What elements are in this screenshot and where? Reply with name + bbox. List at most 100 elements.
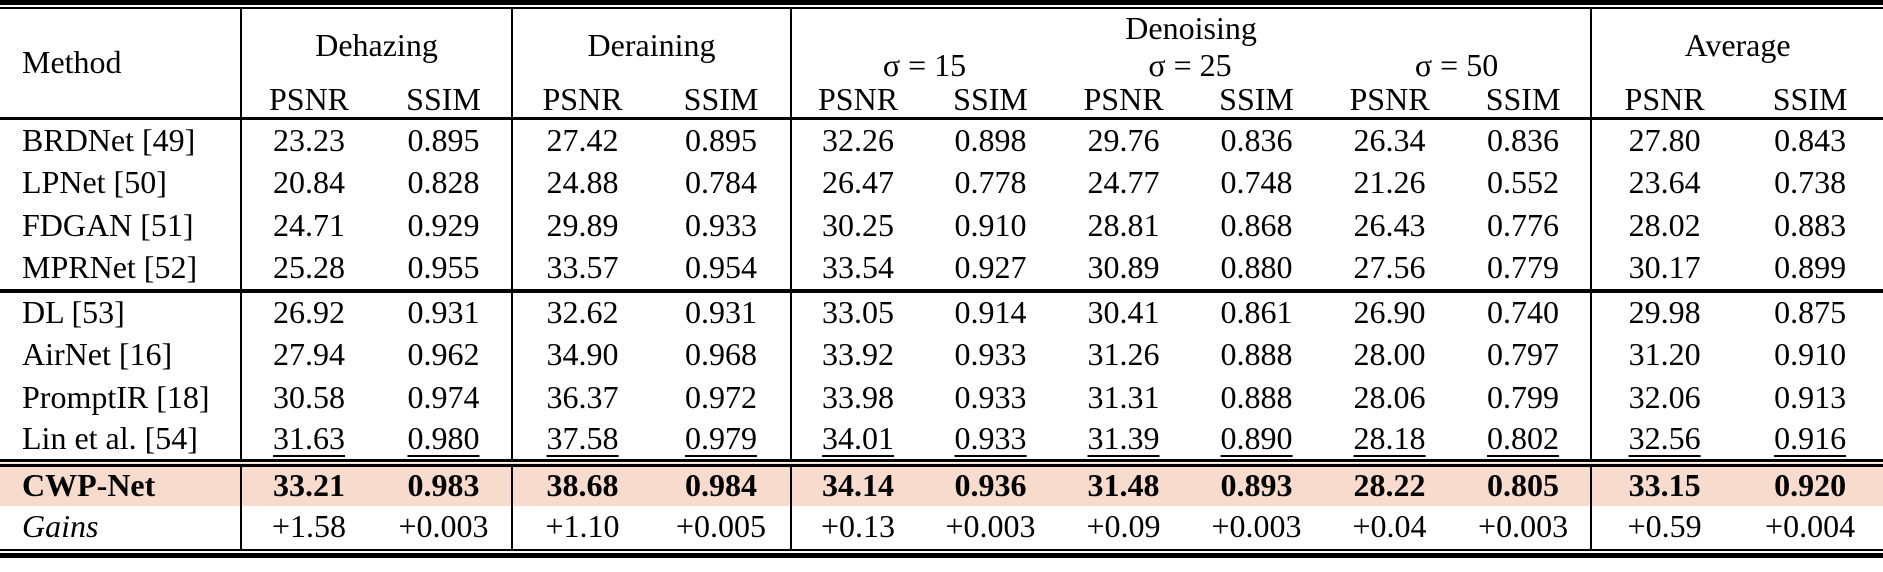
bottom-rule-thin xyxy=(0,548,1883,551)
value-cell: 28.02 xyxy=(1590,204,1738,248)
value-cell: 24.71 xyxy=(240,204,376,248)
header-row-groups: Method Dehazing Deraining Denoising Aver… xyxy=(0,9,1883,121)
value-cell: 34.01 xyxy=(790,419,925,463)
value-cell: +0.13 xyxy=(790,505,925,549)
col-header-method: Method xyxy=(0,9,241,121)
value-cell: +0.004 xyxy=(1765,508,1856,545)
metric-header: SSIM xyxy=(376,82,513,121)
value-cell: 31.63 xyxy=(240,419,376,463)
table-row: LPNet [50] 20.84 0.828 24.88 0.784 26.47 0.778… xyxy=(0,161,1883,205)
value-cell: 31.39 xyxy=(1087,420,1160,457)
value-cell: 0.776 xyxy=(1487,207,1560,244)
value-cell: 23.64 xyxy=(1590,161,1738,205)
value-cell: 32.26 xyxy=(790,118,925,162)
value-cell: 25.28 xyxy=(240,247,376,291)
value-cell: 0.954 xyxy=(685,249,758,286)
value-cell: 0.784 xyxy=(685,164,758,201)
value-cell: 0.933 xyxy=(954,336,1027,373)
value-cell: 28.18 xyxy=(1353,420,1426,457)
value-cell: 23.23 xyxy=(240,118,376,162)
table-row: PromptIR [18] 30.58 0.974 36.37 0.972 33.98 0.… xyxy=(0,376,1883,420)
value-cell: 24.88 xyxy=(511,161,653,205)
method-cell: MPRNet [52] xyxy=(22,249,198,286)
value-cell: 0.883 xyxy=(1774,207,1847,244)
value-cell: 0.972 xyxy=(685,379,758,416)
value-cell: 27.94 xyxy=(240,333,376,377)
table-row: DL [53] 26.92 0.931 32.62 0.931 33.05 0.914 30.… xyxy=(0,288,1883,334)
value-cell: 0.738 xyxy=(1774,164,1847,201)
value-cell: 0.828 xyxy=(407,164,480,201)
value-cell: 29.89 xyxy=(511,204,653,248)
value-cell: 30.58 xyxy=(240,376,376,420)
value-cell: 27.42 xyxy=(511,118,653,162)
value-cell: 0.797 xyxy=(1487,336,1560,373)
value-cell: 33.05 xyxy=(790,288,925,334)
value-cell: 0.916 xyxy=(1774,420,1847,457)
value-cell: 0.931 xyxy=(652,288,792,334)
top-rule-thick xyxy=(0,0,1883,5)
value-cell: 30.25 xyxy=(790,204,925,248)
value-cell: 0.740 xyxy=(1456,288,1592,334)
value-cell: 33.92 xyxy=(790,333,925,377)
metric-header: SSIM xyxy=(652,82,792,121)
bottom-rule-thick xyxy=(0,552,1883,558)
value-cell: 21.26 xyxy=(1353,164,1426,201)
value-cell: 0.836 xyxy=(1487,122,1560,159)
value-cell: 0.880 xyxy=(1220,249,1293,286)
metric-header: PSNR xyxy=(511,82,653,121)
value-cell: 26.47 xyxy=(790,161,925,205)
method-cell: CWP-Net xyxy=(0,458,241,506)
method-cell: FDGAN [51] xyxy=(22,207,194,244)
value-cell: 0.875 xyxy=(1737,288,1883,334)
value-cell: 0.802 xyxy=(1487,420,1560,457)
metric-header: PSNR xyxy=(1057,82,1191,121)
value-cell: 30.41 xyxy=(1057,288,1191,334)
table-row: BRDNet [49] 23.23 0.895 27.42 0.895 32.26 0.89… xyxy=(0,118,1883,162)
table-row: Gains +1.58 +0.003 +1.10 +0.005 +0.13 +0.003 +0… xyxy=(0,505,1883,549)
value-cell: 26.34 xyxy=(1353,122,1426,159)
table-row: AirNet [16] 27.94 0.962 34.90 0.968 33.92 0.93… xyxy=(0,333,1883,377)
value-cell: 33.54 xyxy=(790,247,925,291)
value-cell: 0.968 xyxy=(685,336,758,373)
value-cell: 34.90 xyxy=(511,333,653,377)
table-row: CWP-Net 33.21 0.983 38.68 0.984 34.14 0.936 31.… xyxy=(0,458,1883,506)
value-cell: 28.00 xyxy=(1353,336,1426,373)
method-cell: BRDNet [49] xyxy=(22,122,196,159)
value-cell: 0.898 xyxy=(954,122,1027,159)
value-cell: 0.893 xyxy=(1190,458,1324,506)
value-cell: 29.76 xyxy=(1087,122,1160,159)
value-cell: +0.003 xyxy=(398,508,489,545)
value-cell: 0.748 xyxy=(1220,164,1293,201)
metric-header: SSIM xyxy=(1190,82,1324,121)
value-cell: 0.836 xyxy=(1220,122,1293,159)
value-cell: 33.21 xyxy=(240,458,376,506)
method-cell: Gains xyxy=(22,508,99,545)
value-cell: +0.005 xyxy=(676,508,767,545)
value-cell: 26.43 xyxy=(1353,207,1426,244)
value-cell: 30.17 xyxy=(1590,247,1738,291)
value-cell: 32.56 xyxy=(1590,419,1738,463)
value-cell: 26.92 xyxy=(240,288,376,334)
value-cell: 28.06 xyxy=(1353,379,1426,416)
method-cell: DL [53] xyxy=(0,288,241,334)
col-header-dehazing: Dehazing xyxy=(239,9,513,83)
value-cell: +1.58 xyxy=(240,505,376,549)
header-row-sigma: σ = 15 σ = 25 σ = 50 xyxy=(0,47,1883,83)
value-cell: 0.933 xyxy=(954,420,1027,457)
value-cell: 0.778 xyxy=(954,164,1027,201)
value-cell: 0.927 xyxy=(954,249,1027,286)
value-cell: +0.003 xyxy=(1478,508,1569,545)
metric-header: PSNR xyxy=(1590,82,1738,121)
value-cell: 20.84 xyxy=(240,161,376,205)
metric-header: PSNR xyxy=(790,82,925,121)
metric-header: SSIM xyxy=(1737,82,1883,121)
value-cell: 31.31 xyxy=(1087,379,1160,416)
col-header-sigma-25: σ = 25 xyxy=(1148,47,1232,83)
col-header-sigma-15: σ = 15 xyxy=(790,48,1058,83)
value-cell: 37.58 xyxy=(511,419,653,463)
value-cell: 0.895 xyxy=(407,122,480,159)
value-cell: 31.48 xyxy=(1057,458,1191,506)
value-cell: 31.26 xyxy=(1087,336,1160,373)
value-cell: 0.929 xyxy=(407,207,480,244)
